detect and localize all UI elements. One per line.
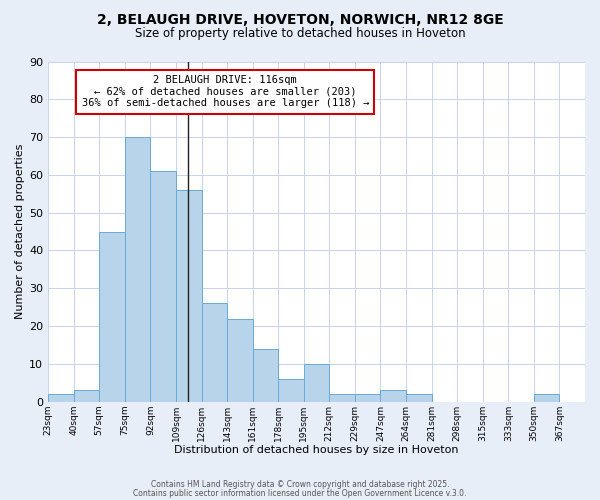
Bar [176, 190, 202, 402]
Bar [74, 390, 99, 402]
Text: Size of property relative to detached houses in Hoveton: Size of property relative to detached ho… [134, 28, 466, 40]
Bar [48, 394, 74, 402]
Bar [406, 394, 431, 402]
Text: 2, BELAUGH DRIVE, HOVETON, NORWICH, NR12 8GE: 2, BELAUGH DRIVE, HOVETON, NORWICH, NR12… [97, 12, 503, 26]
Bar [125, 137, 151, 402]
Bar [278, 379, 304, 402]
Bar [99, 232, 125, 402]
Text: Contains HM Land Registry data © Crown copyright and database right 2025.: Contains HM Land Registry data © Crown c… [151, 480, 449, 489]
Bar [304, 364, 329, 402]
Bar [355, 394, 380, 402]
Bar [534, 394, 559, 402]
Text: 2 BELAUGH DRIVE: 116sqm
← 62% of detached houses are smaller (203)
36% of semi-d: 2 BELAUGH DRIVE: 116sqm ← 62% of detache… [82, 75, 369, 108]
Bar [380, 390, 406, 402]
Bar [227, 318, 253, 402]
Bar [202, 304, 227, 402]
Text: Contains public sector information licensed under the Open Government Licence v.: Contains public sector information licen… [133, 488, 467, 498]
Y-axis label: Number of detached properties: Number of detached properties [15, 144, 25, 320]
Bar [329, 394, 355, 402]
Bar [253, 349, 278, 402]
Bar [151, 171, 176, 402]
X-axis label: Distribution of detached houses by size in Hoveton: Distribution of detached houses by size … [175, 445, 459, 455]
